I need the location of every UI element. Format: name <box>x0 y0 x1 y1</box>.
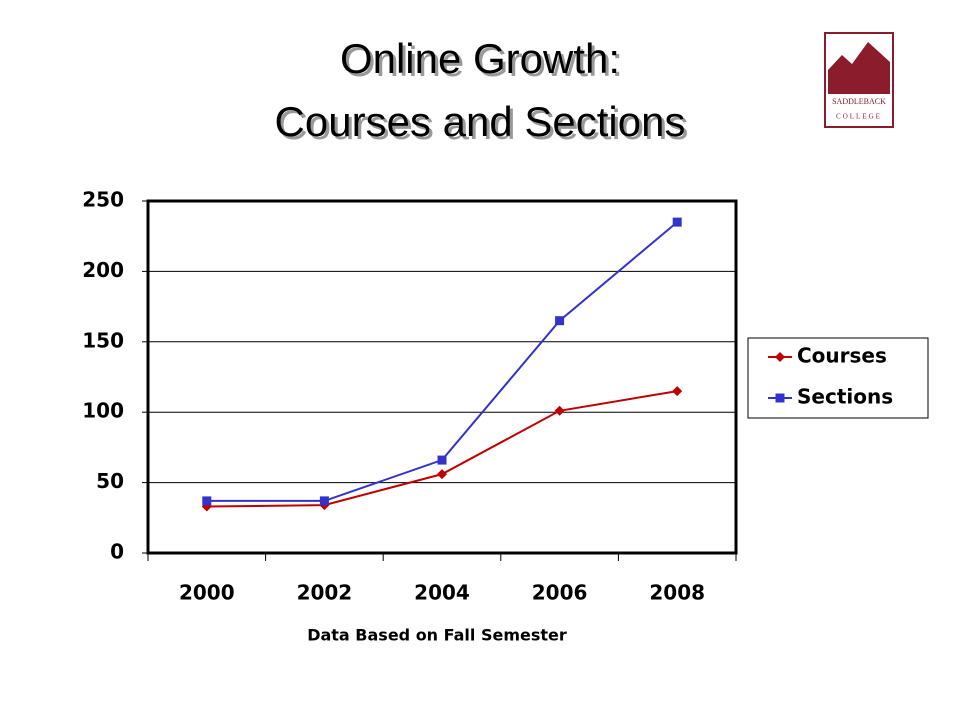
chart-title: Online Growth: <box>340 35 620 82</box>
marker <box>554 405 565 416</box>
legend-label: Courses <box>797 344 887 368</box>
y-tick-label: 50 <box>96 469 124 493</box>
marker <box>202 496 212 506</box>
x-tick-label: 2002 <box>297 581 353 605</box>
y-tick-label: 150 <box>82 328 124 352</box>
logo-name: SADDLEBACK <box>832 97 886 106</box>
y-tick-label: 0 <box>110 540 124 564</box>
y-tick-label: 100 <box>82 399 124 423</box>
logo-subtitle: COLLEGE <box>836 113 882 121</box>
logo-mountains <box>828 36 890 70</box>
logo: SADDLEBACK COLLEGE <box>824 32 894 128</box>
y-tick-label: 200 <box>82 258 124 282</box>
marker <box>319 496 329 506</box>
marker <box>437 469 447 480</box>
legend-label: Sections <box>797 385 893 409</box>
marker <box>672 217 682 227</box>
legend-box <box>747 337 929 419</box>
x-tick-label: 2006 <box>532 581 588 605</box>
marker <box>775 352 785 362</box>
series-line <box>206 390 678 508</box>
chart-title: Courses and Sections <box>275 98 686 145</box>
plot-frame <box>146 199 738 555</box>
marker <box>555 316 565 326</box>
y-tick-label: 250 <box>82 188 124 212</box>
marker <box>672 386 683 397</box>
x-tick-label: 2000 <box>179 581 235 605</box>
x-tick-label: 2008 <box>649 581 705 605</box>
marker <box>437 455 447 465</box>
x-axis-label: Data Based on Fall Semester <box>307 626 567 645</box>
marker <box>775 393 785 403</box>
x-tick-label: 2004 <box>414 581 470 605</box>
